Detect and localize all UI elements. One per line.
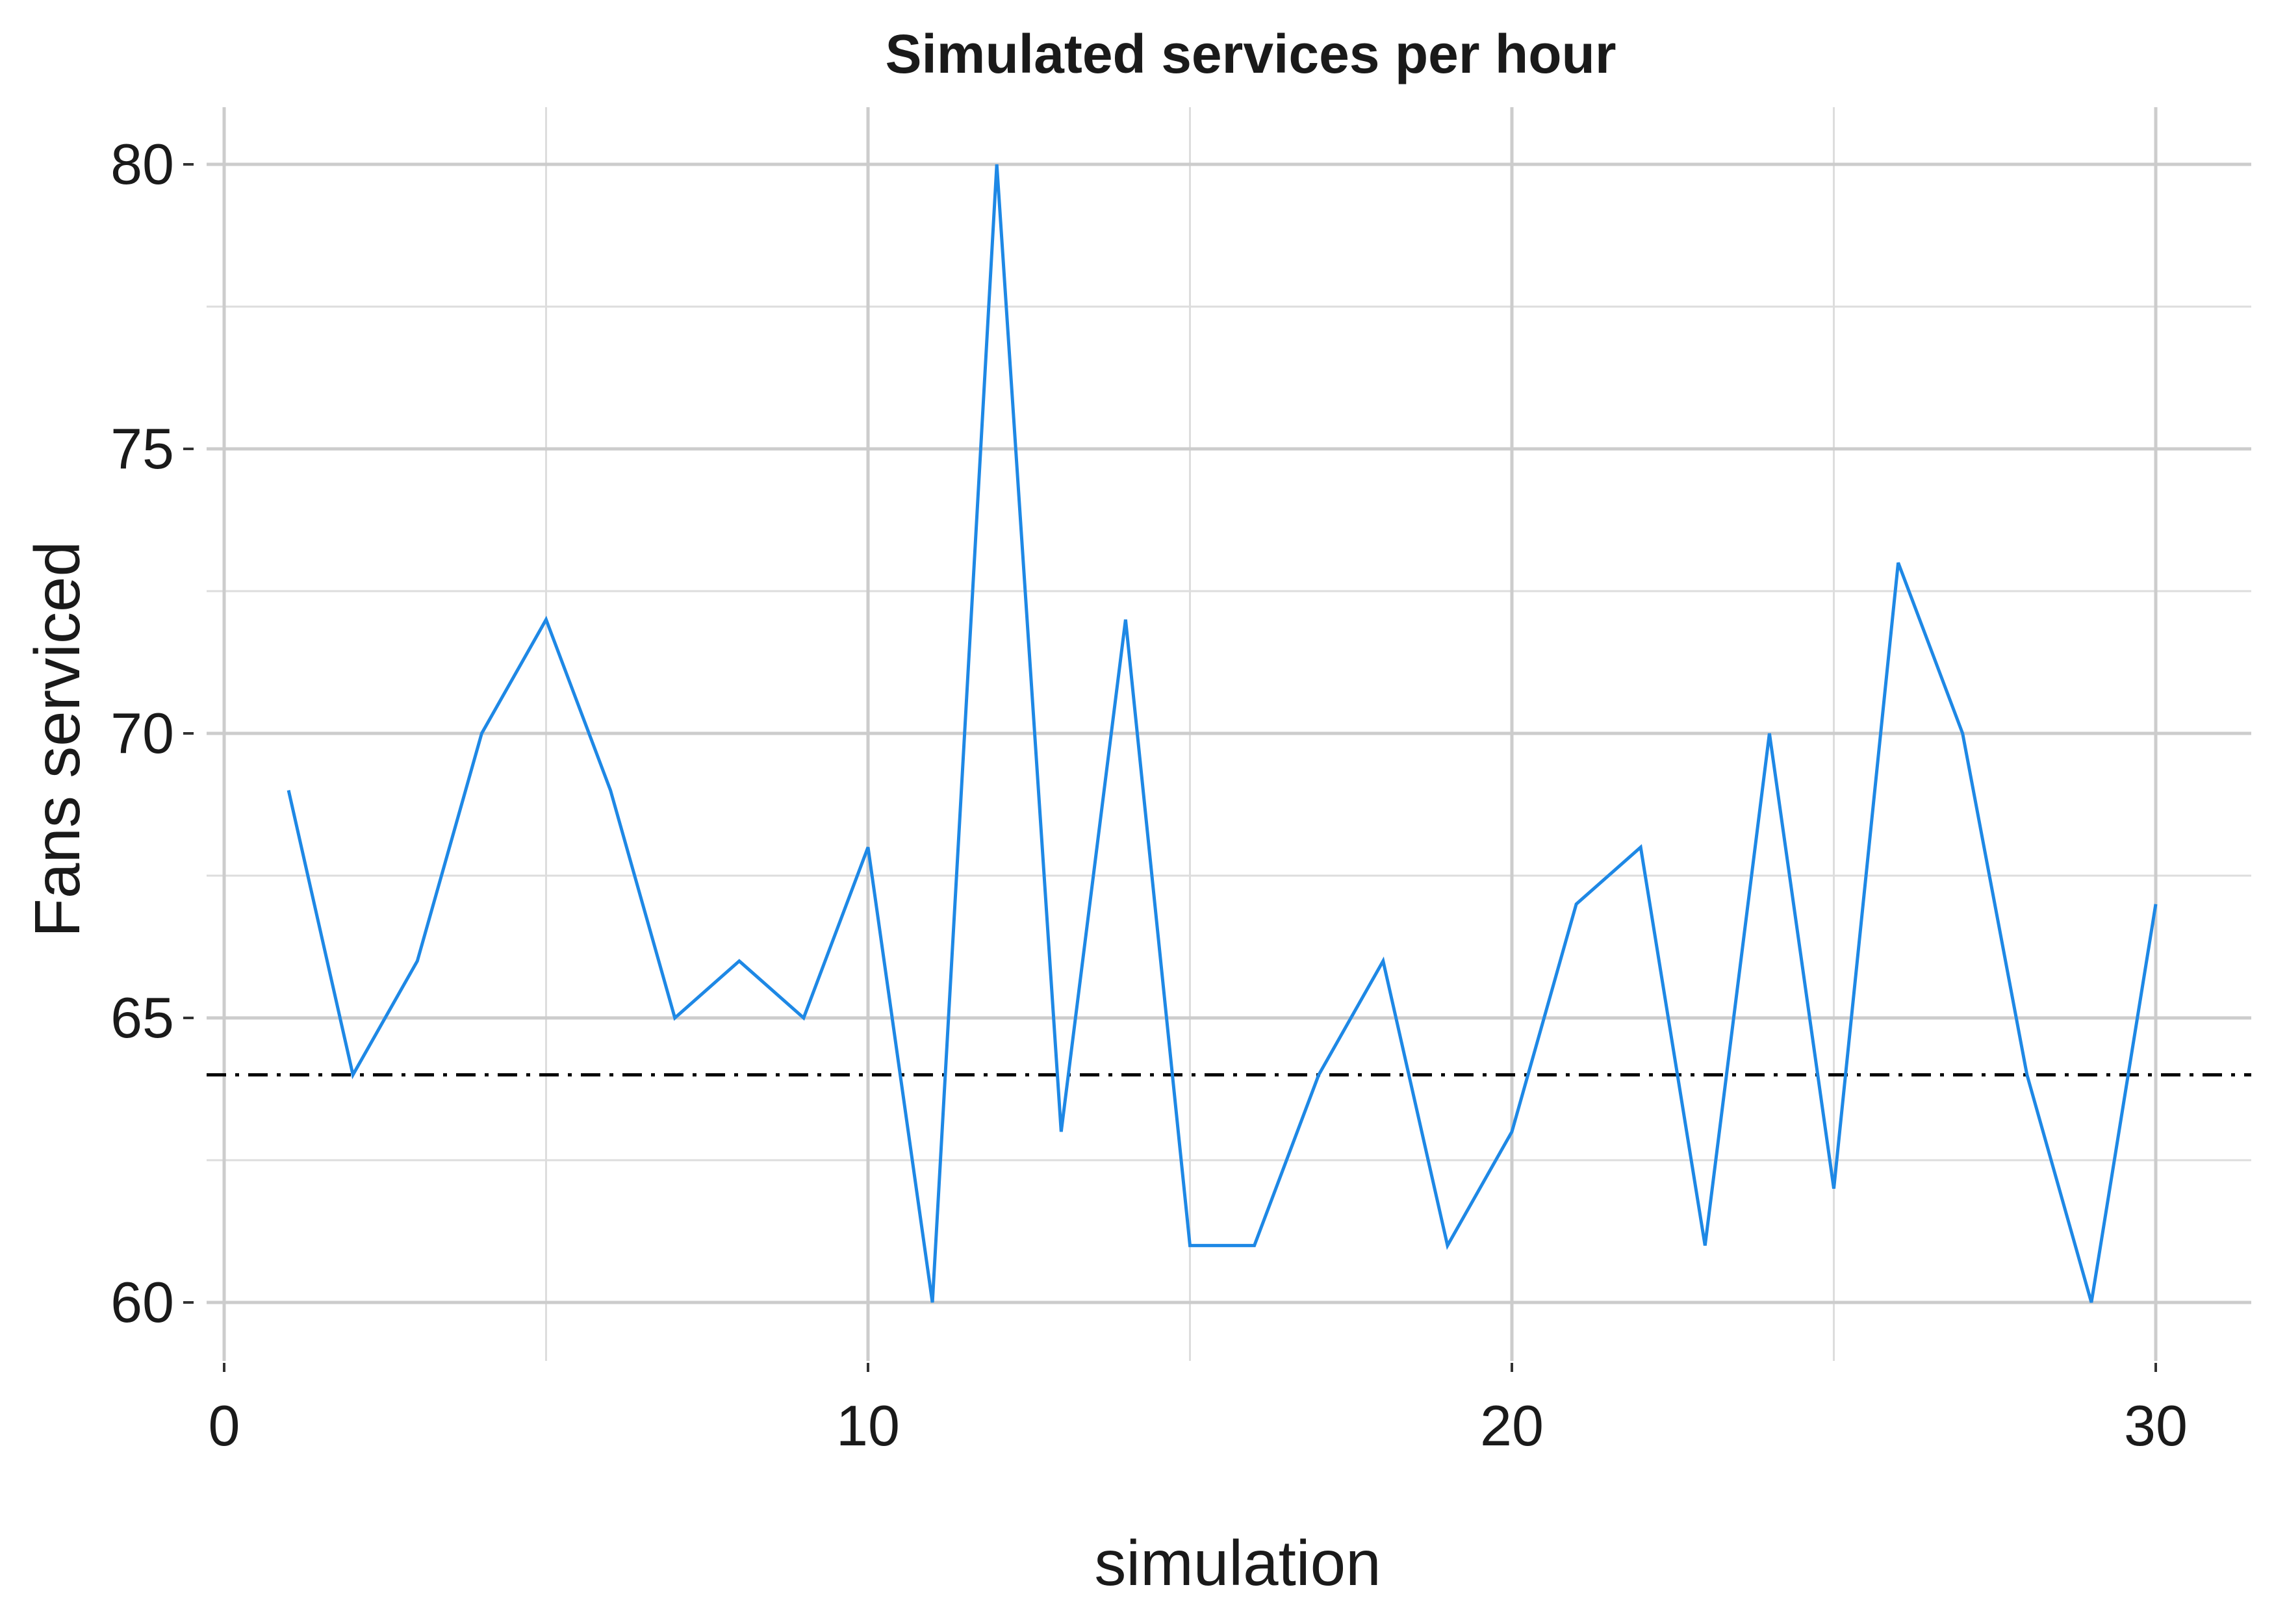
y-tick-label: 80 — [110, 132, 174, 196]
y-tick-label: 65 — [110, 985, 174, 1050]
x-axis-title: simulation — [1094, 1527, 1381, 1599]
series-line-0 — [287, 164, 2158, 1303]
y-tick-label: 60 — [110, 1270, 174, 1334]
axis-ticks: 0 10 20 30 60 65 70 75 80 — [110, 132, 2188, 1458]
x-tick-label: 20 — [1480, 1393, 1544, 1458]
minor-gridlines — [207, 107, 2251, 1361]
y-axis-title: Fans serviced — [21, 541, 93, 937]
chart-title: Simulated services per hour — [885, 23, 1616, 84]
x-tick-label: 10 — [836, 1393, 900, 1458]
x-tick-label: 0 — [209, 1393, 240, 1458]
plot-marks — [207, 164, 2251, 1303]
x-tick-label: 30 — [2124, 1393, 2188, 1458]
y-tick-label: 75 — [110, 416, 174, 481]
major-gridlines — [207, 107, 2251, 1361]
y-tick-label: 70 — [110, 701, 174, 765]
